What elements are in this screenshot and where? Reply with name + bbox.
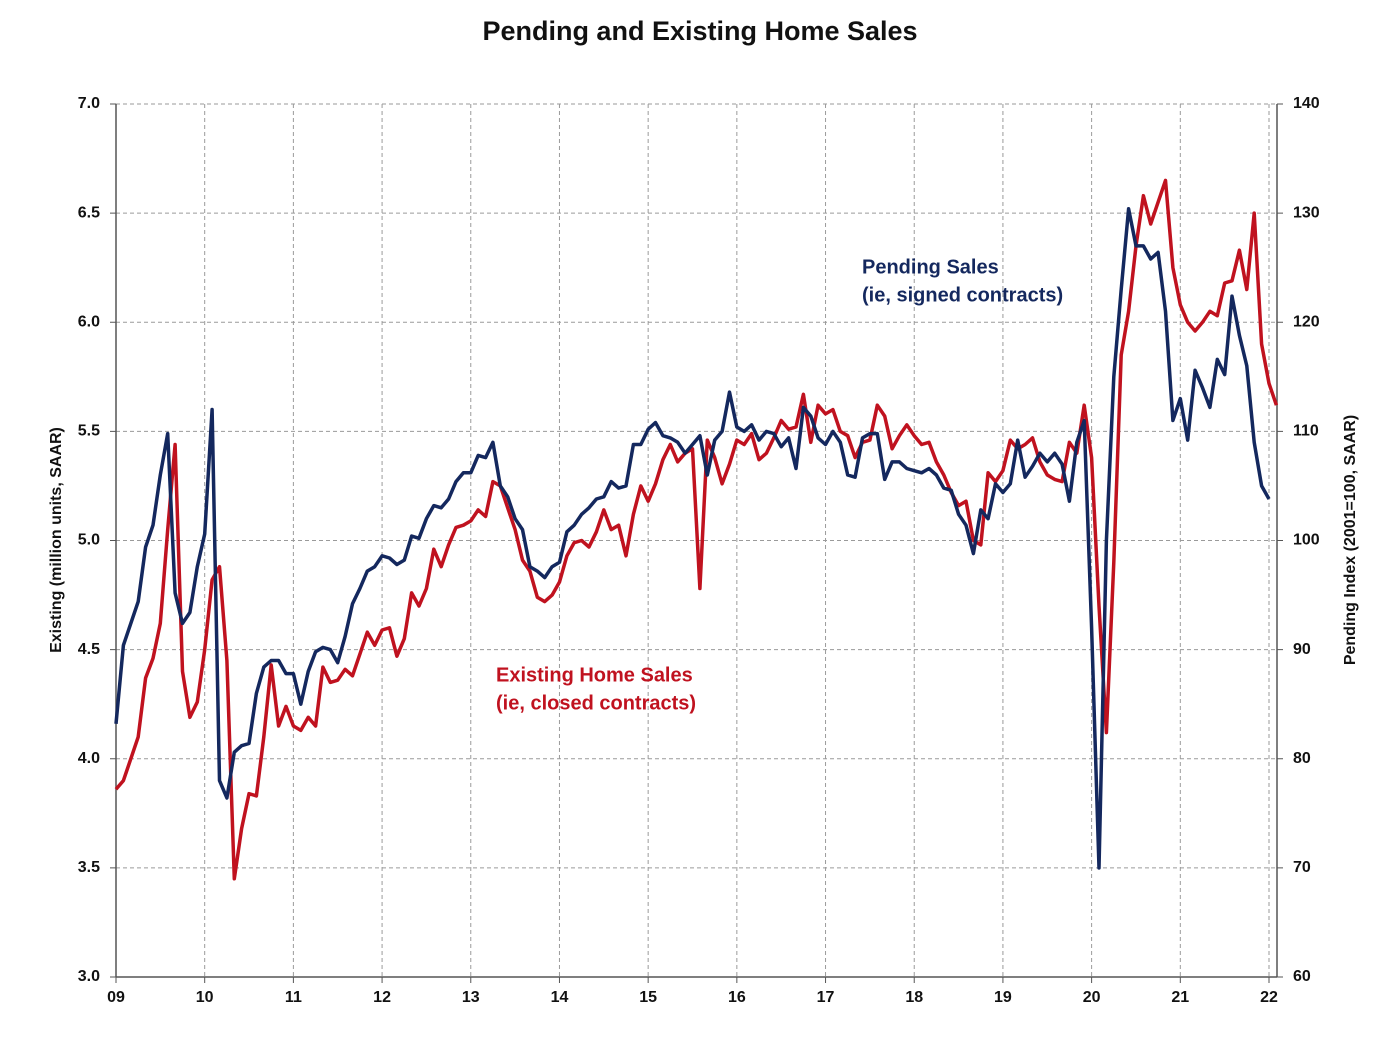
y-tick-label: 7.0	[78, 95, 100, 112]
y2-tick-label: 120	[1293, 313, 1320, 330]
chart-title: Pending and Existing Home Sales	[482, 16, 917, 46]
x-tick-label: 15	[639, 989, 657, 1006]
y-tick-label: 3.5	[78, 859, 100, 876]
x-tick-label: 20	[1083, 989, 1101, 1006]
y-tick-label: 5.5	[78, 423, 100, 440]
x-tick-label: 14	[551, 989, 569, 1006]
x-tick-label: 21	[1171, 989, 1189, 1006]
series-line	[114, 207, 1271, 870]
x-tick-label: 12	[373, 989, 391, 1006]
series-line	[114, 178, 1279, 881]
y2-tick-label: 140	[1293, 95, 1320, 112]
y-tick-label: 5.0	[78, 532, 100, 549]
y-tick-label: 3.0	[78, 968, 100, 985]
x-tick-label: 10	[196, 989, 214, 1006]
annotation: (ie, closed contracts)	[496, 692, 696, 714]
x-tick-label: 11	[285, 989, 302, 1006]
y-tick-label: 4.5	[78, 641, 100, 658]
y-tick-label: 6.0	[78, 313, 100, 330]
y2-axis-label: Pending Index (2001=100, SAAR)	[1342, 415, 1359, 665]
y-axis-label: Existing (million units, SAAR)	[48, 427, 65, 653]
annotation: Pending Sales	[862, 256, 999, 278]
x-tick-label: 22	[1260, 989, 1278, 1006]
y2-tick-label: 80	[1293, 750, 1311, 767]
y2-tick-label: 60	[1293, 968, 1311, 985]
annotation: (ie, signed contracts)	[862, 284, 1063, 306]
x-tick-label: 18	[905, 989, 923, 1006]
y2-tick-label: 100	[1293, 532, 1320, 549]
x-tick-label: 16	[728, 989, 746, 1006]
x-tick-label: 09	[107, 989, 125, 1006]
x-tick-label: 19	[994, 989, 1012, 1006]
annotation: Existing Home Sales	[496, 664, 693, 686]
x-tick-label: 17	[817, 989, 835, 1006]
y2-tick-label: 70	[1293, 859, 1311, 876]
x-tick-label: 13	[462, 989, 480, 1006]
y2-tick-label: 90	[1293, 641, 1311, 658]
y2-tick-label: 130	[1293, 204, 1320, 221]
y-tick-label: 4.0	[78, 750, 100, 767]
y-tick-label: 6.5	[78, 204, 100, 221]
y2-tick-label: 110	[1293, 423, 1319, 440]
